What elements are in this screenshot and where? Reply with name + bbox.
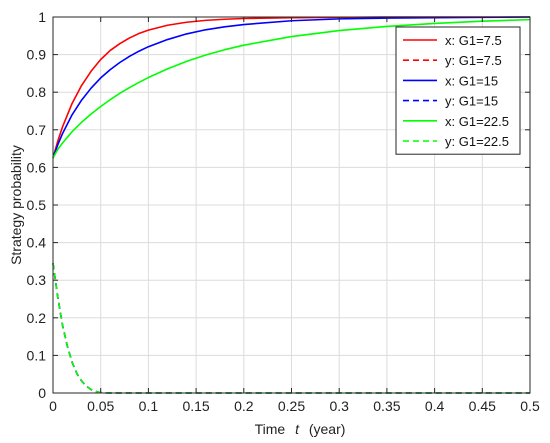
legend-entry-4: x: G1=22.5	[445, 114, 509, 129]
legend-entry-3: y: G1=15	[445, 94, 498, 109]
series-line-2	[52, 16, 531, 159]
x-tick-label: 0.3	[329, 398, 349, 414]
y-tick-label: 0.1	[27, 347, 47, 363]
y-axis-label: Strategy probability	[8, 145, 24, 265]
x-tick-label: 0.05	[87, 398, 114, 414]
legend-entry-1: y: G1=7.5	[445, 53, 502, 68]
y-tick-label: 0.6	[27, 159, 47, 175]
x-axis-label-variable: t	[295, 421, 300, 437]
x-tick-label: 0.25	[278, 398, 305, 414]
x-tick-label: 0.5	[520, 398, 540, 414]
y-tick-label: 0	[38, 385, 46, 401]
x-axis-label-prefix: Time	[255, 421, 286, 437]
x-tick-label: 0.2	[234, 398, 254, 414]
legend-box	[395, 26, 521, 155]
y-tick-label: 0.8	[27, 84, 47, 100]
x-tick-label: 0.1	[139, 398, 159, 414]
y-tick-label: 0.7	[27, 122, 47, 138]
y-tick-label: 0.4	[27, 235, 47, 251]
x-tick-label: 0	[49, 398, 57, 414]
x-axis-label-unit: (year)	[309, 421, 346, 437]
legend-entry-2: x: G1=15	[445, 73, 498, 88]
y-tick-label: 0.3	[27, 272, 47, 288]
series-line-4	[52, 18, 531, 159]
y-tick-label: 0.5	[27, 197, 47, 213]
series-line-5	[52, 263, 530, 394]
x-tick-label: 0.45	[469, 398, 496, 414]
legend: x: G1=7.5 y: G1=7.5 x: G1=15 y: G1=15 x: G1=…	[395, 26, 521, 155]
axes: 0 0.05 0.1 0.15 0.2 0.25 0.3 0.35 0.4 0.45 0.5 0 0.1…	[27, 9, 540, 414]
x-axis-label: Time t (year)	[255, 421, 346, 437]
legend-entry-5: y: G1=22.5	[445, 134, 509, 149]
x-tick-label: 0.15	[182, 398, 209, 414]
y-tick-label: 0.2	[27, 310, 47, 326]
y-tick-label: 1	[38, 9, 46, 25]
x-tick-label: 0.35	[373, 398, 400, 414]
x-tick-label: 0.4	[425, 398, 445, 414]
legend-entry-0: x: G1=7.5	[445, 33, 502, 48]
y-tick-label: 0.9	[27, 47, 47, 63]
